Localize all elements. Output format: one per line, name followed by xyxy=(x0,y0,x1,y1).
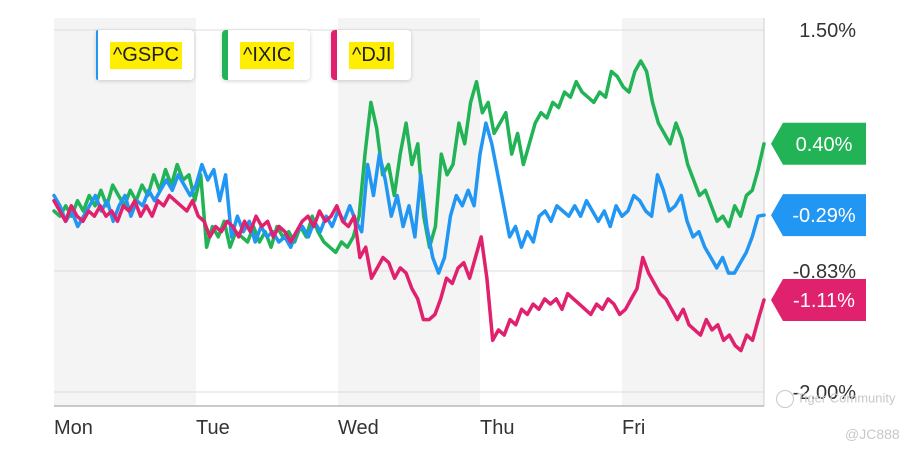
day-band-mon xyxy=(54,18,196,406)
series-line-dji xyxy=(52,193,766,353)
day-band-tue xyxy=(196,18,338,406)
legend-swatch-dji xyxy=(331,30,337,80)
series-line-gspc xyxy=(52,121,766,275)
x-tick-label-tue: Tue xyxy=(196,417,230,439)
end-tag-label-gspc: -0.29% xyxy=(792,205,856,227)
legend-item-dji[interactable]: ^DJI xyxy=(331,30,411,80)
end-tag-label-ixic: 0.40% xyxy=(796,134,853,156)
tiger-logo-icon xyxy=(776,390,794,408)
y-tick-label-0: 1.50% xyxy=(799,20,856,42)
y-tick-label-2: -2.00% xyxy=(793,382,857,404)
end-tag-gspc xyxy=(771,194,866,237)
y-tick-label-1: -0.83% xyxy=(793,261,857,283)
day-band-thu xyxy=(480,18,622,406)
legend-label-gspc: ^GSPC xyxy=(109,41,182,69)
legend-item-ixic[interactable]: ^IXIC xyxy=(222,30,310,80)
watermark-community: Tiger Community xyxy=(776,390,895,408)
end-tag-dji xyxy=(771,278,866,321)
x-tick-label-fri: Fri xyxy=(622,417,645,439)
legend-label-dji: ^DJI xyxy=(349,41,395,69)
legend-label-ixic: ^IXIC xyxy=(240,41,295,69)
legend-swatch-ixic xyxy=(222,30,228,80)
legend-item-gspc[interactable]: ^GSPC xyxy=(96,30,194,80)
end-tag-label-dji: -1.11% xyxy=(793,290,855,312)
x-tick-label-thu: Thu xyxy=(480,417,514,439)
x-tick-label-wed: Wed xyxy=(338,417,379,439)
end-tag-ixic xyxy=(771,122,866,165)
watermark-handle: @JC888 xyxy=(845,426,900,442)
legend-swatch-gspc xyxy=(96,30,98,80)
series-line-ixic xyxy=(52,59,766,255)
x-tick-label-mon: Mon xyxy=(54,417,93,439)
